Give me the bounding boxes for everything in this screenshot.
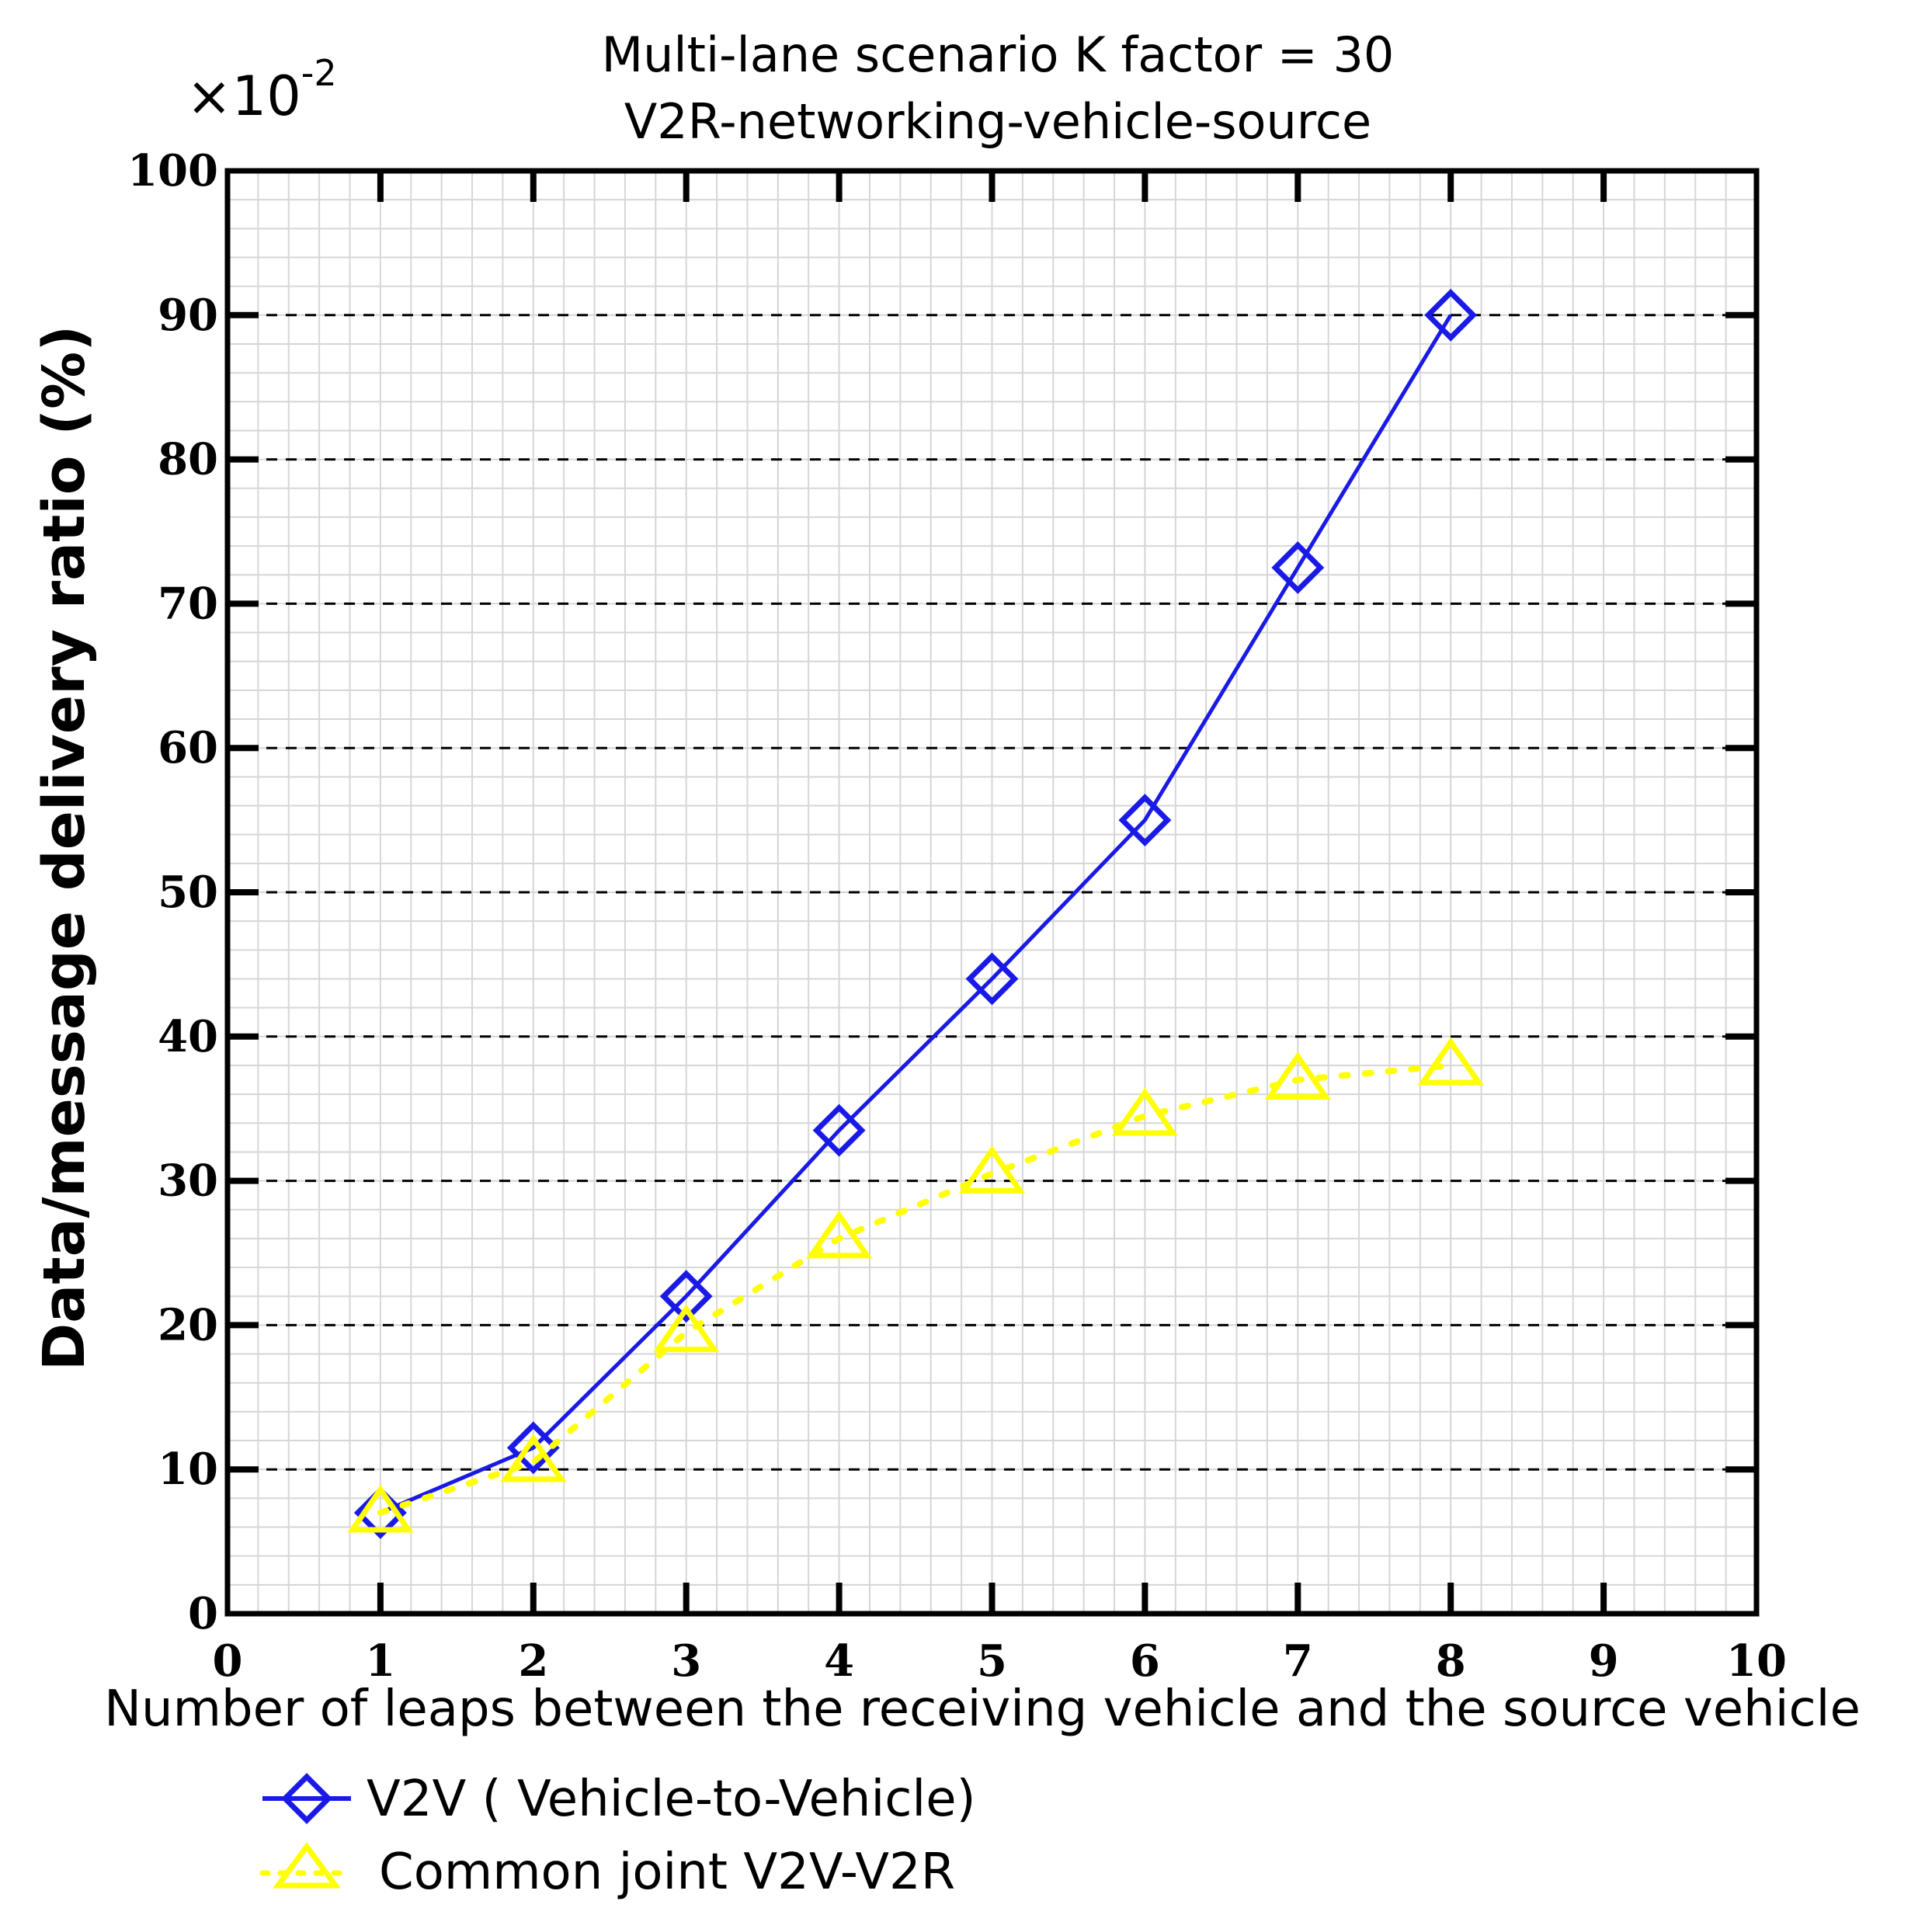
chart-title-line1: Multi-lane scenario K factor = 30 <box>602 26 1395 83</box>
diamond-marker <box>1424 288 1478 342</box>
triangle-marker <box>1417 1037 1484 1086</box>
triangle-marker <box>347 1484 414 1533</box>
chart-title-line2: V2R-networking-vehicle-source <box>624 93 1371 150</box>
diamond-marker <box>353 1486 407 1539</box>
legend-v2v-label: V2V ( Vehicle-to-Vehicle) <box>367 1771 976 1828</box>
legend-v2v-diamond-marker <box>281 1773 332 1824</box>
y-tick-label: 90 <box>158 290 218 341</box>
x-tick-label: 1 <box>365 1635 395 1687</box>
triangle-marker <box>1264 1051 1331 1100</box>
x-tick-label: 6 <box>1130 1635 1160 1687</box>
legend: V2V ( Vehicle-to-Vehicle) Common joint V… <box>259 1771 976 1901</box>
series-line <box>377 1062 1454 1516</box>
y-tick-label: 40 <box>158 1011 218 1062</box>
x-tick-label: 8 <box>1436 1635 1466 1687</box>
y-axis-label: Data/message delivery ratio (%) <box>31 325 98 1371</box>
x-tick-label: 5 <box>977 1635 1007 1687</box>
y-tick-label: 10 <box>158 1444 218 1495</box>
y-tick-label: 30 <box>158 1156 218 1207</box>
x-tick-labels: 0 1 2 3 4 5 6 7 8 9 10 <box>213 1635 1787 1687</box>
diamond-marker <box>812 1103 866 1157</box>
triangle-marker <box>1111 1087 1179 1136</box>
diamond-marker <box>659 1270 713 1323</box>
x-tick-label: 3 <box>671 1635 701 1687</box>
legend-joint-triangle-marker <box>273 1842 341 1889</box>
diamond-marker <box>1118 794 1172 847</box>
y-tick-labels: 0 10 20 30 40 50 60 70 80 90 100 <box>127 145 218 1639</box>
triangle-marker <box>500 1434 567 1482</box>
x-axis-label: Number of leaps between the receiving ve… <box>104 1680 1861 1738</box>
y-tick-label: 70 <box>158 578 218 629</box>
diamond-marker <box>506 1421 560 1475</box>
y-tick-label: 20 <box>158 1299 218 1350</box>
triangle-marker <box>653 1304 720 1353</box>
y-tick-label: 80 <box>158 434 218 485</box>
x-tick-label: 4 <box>824 1635 854 1687</box>
tick-marks <box>228 171 1757 1614</box>
diamond-marker <box>965 952 1019 1006</box>
axis-multiplier-base: ×10 <box>186 64 301 128</box>
series-layer <box>347 288 1484 1539</box>
triangle-marker <box>805 1210 873 1259</box>
y-tick-label: 0 <box>188 1588 218 1639</box>
diamond-marker <box>1271 541 1325 594</box>
y-tick-label: 50 <box>158 867 218 918</box>
axis-multiplier: ×10-2 <box>186 52 337 128</box>
series-1 <box>353 288 1478 1539</box>
series-line <box>379 314 1453 1515</box>
y-tick-label: 60 <box>158 722 218 773</box>
axis-multiplier-exponent: -2 <box>301 52 337 94</box>
y-tick-label: 100 <box>127 145 218 196</box>
series-2 <box>347 1037 1484 1533</box>
x-tick-label: 7 <box>1283 1635 1313 1687</box>
legend-joint-label: Common joint V2V-V2R <box>379 1844 955 1901</box>
x-tick-label: 10 <box>1726 1635 1787 1687</box>
triangle-marker <box>958 1145 1026 1194</box>
x-tick-label: 2 <box>518 1635 548 1687</box>
x-tick-label: 9 <box>1589 1635 1619 1687</box>
x-tick-label: 0 <box>213 1635 243 1687</box>
